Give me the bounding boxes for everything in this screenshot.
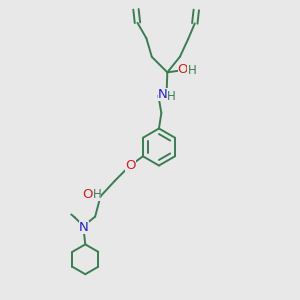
Text: H: H <box>167 90 176 103</box>
Text: N: N <box>158 88 168 101</box>
Text: O: O <box>178 64 188 76</box>
Text: H: H <box>188 64 196 77</box>
Text: O: O <box>83 188 93 201</box>
Text: O: O <box>125 159 136 172</box>
Text: H: H <box>93 188 101 201</box>
Text: N: N <box>79 220 89 233</box>
